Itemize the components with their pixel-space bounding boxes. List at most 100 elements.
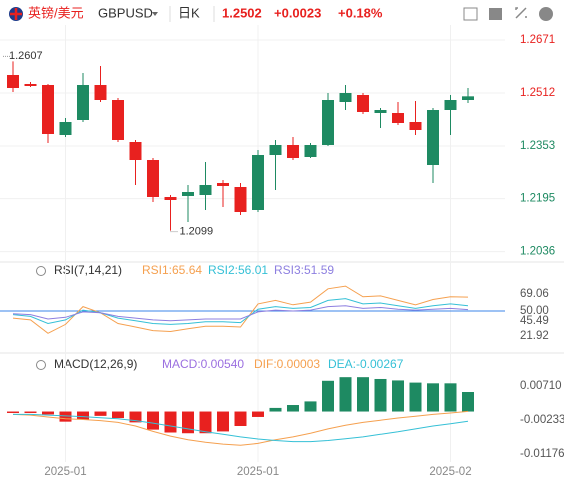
- macd-bar: [129, 411, 142, 423]
- candle-body: [24, 84, 37, 86]
- settings-icon[interactable]: [539, 7, 553, 21]
- macd-bar: [77, 411, 89, 420]
- candle-body: [112, 100, 124, 140]
- candle-body: [94, 85, 107, 100]
- macd-bar: [59, 411, 72, 422]
- flag-cross: [10, 8, 22, 20]
- y-tick-label: -0.00233: [520, 414, 564, 426]
- legend-entry: DEA:-0.00267: [328, 357, 404, 371]
- candle-body: [269, 145, 282, 155]
- candle-body: [77, 85, 89, 120]
- macd-settings-icon[interactable]: [36, 360, 46, 370]
- x-tick-label: 2025-01: [44, 466, 86, 478]
- candle-body: [234, 187, 247, 212]
- rsi-title: RSI(7,14,21): [54, 263, 122, 277]
- change: +0.0023: [274, 5, 321, 20]
- candle-body: [7, 75, 19, 88]
- rsi-line: [12, 305, 469, 322]
- candle-body: [129, 142, 142, 160]
- y-tick-label: 0.00710: [520, 380, 562, 392]
- draw-icon[interactable]: [463, 7, 478, 21]
- candle-body: [304, 145, 317, 157]
- dropdown-caret[interactable]: [152, 12, 158, 16]
- candle-body: [147, 160, 159, 197]
- annotation: 1.2607: [9, 50, 43, 62]
- macd-bar: [462, 392, 474, 412]
- y-tick-label: 21.92: [520, 330, 549, 342]
- y-tick-label: 45.49: [520, 315, 549, 327]
- legend-entry: DIF:0.00003: [254, 357, 320, 371]
- macd-bar: [322, 380, 334, 412]
- macd-bar: [217, 411, 229, 432]
- legend-entry: RSI3:51.59: [274, 263, 334, 277]
- annotation: 1.2099: [180, 226, 214, 238]
- macd-bar: [7, 411, 19, 413]
- pair-name[interactable]: 英镑/美元: [28, 5, 84, 20]
- header: 英镑/美元 GBPUSD 日K 1.2502 +0.0023 +0.18%: [9, 5, 553, 22]
- candle-body: [444, 100, 457, 110]
- candle-body: [217, 183, 229, 186]
- tools-icon[interactable]: [489, 8, 502, 20]
- y-tick-label: 1.2036: [520, 246, 555, 258]
- candle-body: [59, 122, 72, 135]
- y-tick-label: -0.01176: [520, 448, 564, 460]
- legend-entry: RSI2:56.01: [208, 263, 268, 277]
- x-tick-label: 2025-02: [429, 466, 471, 478]
- macd-bar: [357, 377, 369, 412]
- macd-bar: [164, 411, 177, 433]
- macd-line: [12, 410, 469, 446]
- macd-bar: [427, 383, 439, 412]
- macd-bar: [374, 378, 387, 412]
- change-percent: +0.18%: [338, 5, 383, 20]
- candle-body: [374, 110, 387, 113]
- x-tick-label: 2025-01: [237, 466, 279, 478]
- legend-entry: RSI1:65.64: [142, 263, 202, 277]
- candle-body: [182, 192, 194, 196]
- macd-bar: [444, 383, 457, 412]
- macd-bar: [269, 407, 282, 412]
- macd-bar: [287, 405, 299, 412]
- candle-body: [164, 197, 177, 200]
- rsi-settings-icon[interactable]: [36, 266, 46, 276]
- y-tick-label: 1.2512: [520, 87, 555, 99]
- candle-body: [392, 113, 404, 123]
- candle-body: [357, 95, 369, 112]
- macd-bar: [199, 411, 212, 434]
- candle-body: [287, 145, 299, 158]
- candle-body: [42, 85, 54, 134]
- symbol[interactable]: GBPUSD: [98, 5, 153, 20]
- macd-bar: [392, 380, 404, 412]
- macd-bar: [234, 411, 247, 426]
- macd-bar: [339, 377, 352, 412]
- y-tick-label: 1.2195: [520, 193, 555, 205]
- y-tick-label: 1.2671: [520, 34, 555, 46]
- price: 1.2502: [222, 5, 262, 20]
- macd-bar: [112, 411, 124, 419]
- macd-bar: [42, 411, 54, 415]
- y-tick-label: 50.00: [520, 305, 549, 317]
- macd-bar: [409, 382, 422, 412]
- y-tick-label: 69.06: [520, 288, 549, 300]
- macd-line: [13, 413, 469, 443]
- candle-body: [339, 93, 352, 102]
- period[interactable]: 日K: [178, 5, 200, 20]
- candle-body: [199, 185, 212, 195]
- candle-body: [427, 110, 439, 165]
- candle-body: [322, 100, 334, 145]
- candle-body: [462, 96, 474, 100]
- legend-entry: MACD:0.00540: [162, 357, 244, 371]
- macd-bar: [24, 411, 37, 413]
- macd-bar: [147, 411, 159, 430]
- macd-bar: [252, 411, 264, 417]
- macd-bar: [94, 411, 107, 416]
- candle-body: [409, 122, 422, 130]
- y-tick-label: 1.2353: [520, 140, 555, 152]
- rsi-line: [12, 285, 469, 334]
- rsi-line: [12, 298, 469, 325]
- expand-icon[interactable]: [515, 7, 527, 19]
- macd-title: MACD(12,26,9): [54, 357, 137, 371]
- macd-bar: [182, 411, 194, 434]
- macd-bar: [304, 401, 317, 412]
- candle-body: [252, 155, 264, 210]
